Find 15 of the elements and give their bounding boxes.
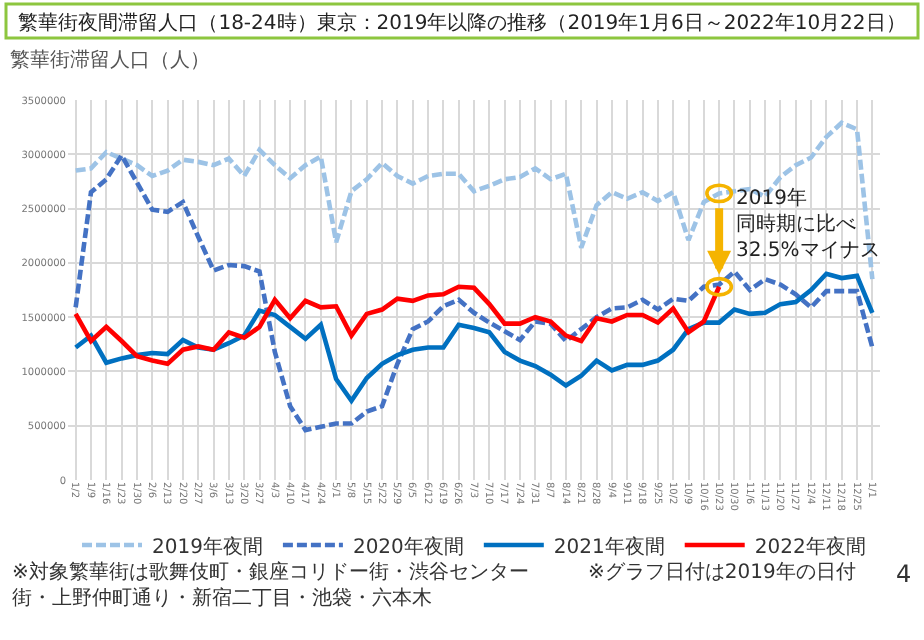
legend-label: 2022年夜間 xyxy=(754,534,866,559)
line-series xyxy=(73,153,875,433)
text: ※グラフ日付は2019年の日付 xyxy=(588,560,856,584)
legend-label: 2021年夜間 xyxy=(553,534,665,559)
chart-title: 繁華街夜間滞留人口（18-24時）東京：2019年以降の推移（2019年1月6日～2022年10月22日） xyxy=(18,11,906,35)
y-axis-title: 繁華街滞留人口（人） xyxy=(10,48,210,72)
annotation: 32.5%マイナス xyxy=(736,240,880,262)
text: ※対象繁華街は歌舞伎町・銀座コリドー街・渋谷センター街・上野仲町通り・新宿二丁目・池袋・六本木 xyxy=(12,560,529,610)
annotation: 同時期に比べ xyxy=(736,212,856,236)
annotation: 2019年 xyxy=(736,186,807,210)
legend-label: 2020年夜間 xyxy=(352,534,464,559)
text: 4 xyxy=(896,560,912,588)
line-series xyxy=(73,271,875,404)
line-series xyxy=(73,120,875,282)
legend-label: 2019年夜間 xyxy=(152,534,263,559)
